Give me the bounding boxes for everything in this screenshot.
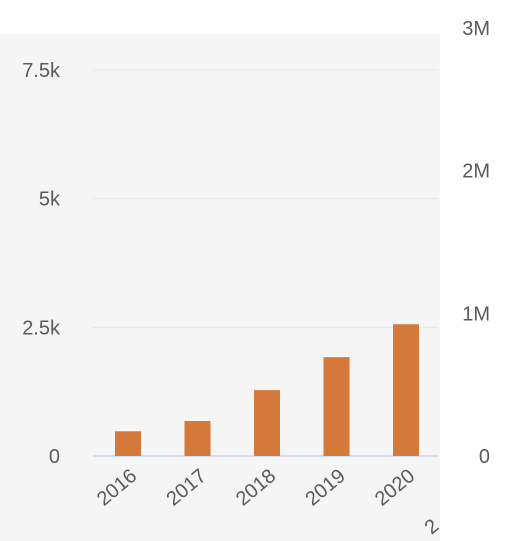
bar — [393, 324, 419, 456]
right-tick-label: 2M — [462, 161, 490, 183]
bar — [323, 357, 350, 456]
right-tick-label: 3M — [462, 18, 490, 40]
x-tick-label-truncated: 2 — [421, 515, 444, 539]
left-tick-label: 0 — [49, 446, 60, 468]
right-tick-label: 1M — [462, 303, 490, 325]
bar — [254, 390, 280, 456]
left-tick-label: 5k — [39, 189, 61, 211]
left-tick-label: 2.5k — [22, 317, 61, 339]
bars — [115, 324, 419, 456]
left-y-axis: 0 2.5k 5k 7.5k — [22, 60, 61, 468]
x-tick-label: 2018 — [232, 465, 280, 510]
x-tick-label: 2020 — [371, 465, 419, 510]
x-tick-label: 2019 — [301, 465, 349, 510]
x-tick-label: 2016 — [93, 465, 141, 510]
bar — [115, 431, 141, 456]
right-tick-label: 0 — [479, 446, 490, 468]
right-y-axis: 0 1M 2M 3M — [462, 18, 490, 468]
left-tick-label: 7.5k — [22, 60, 61, 82]
bar — [184, 421, 211, 456]
x-tick-label: 2017 — [162, 465, 210, 510]
